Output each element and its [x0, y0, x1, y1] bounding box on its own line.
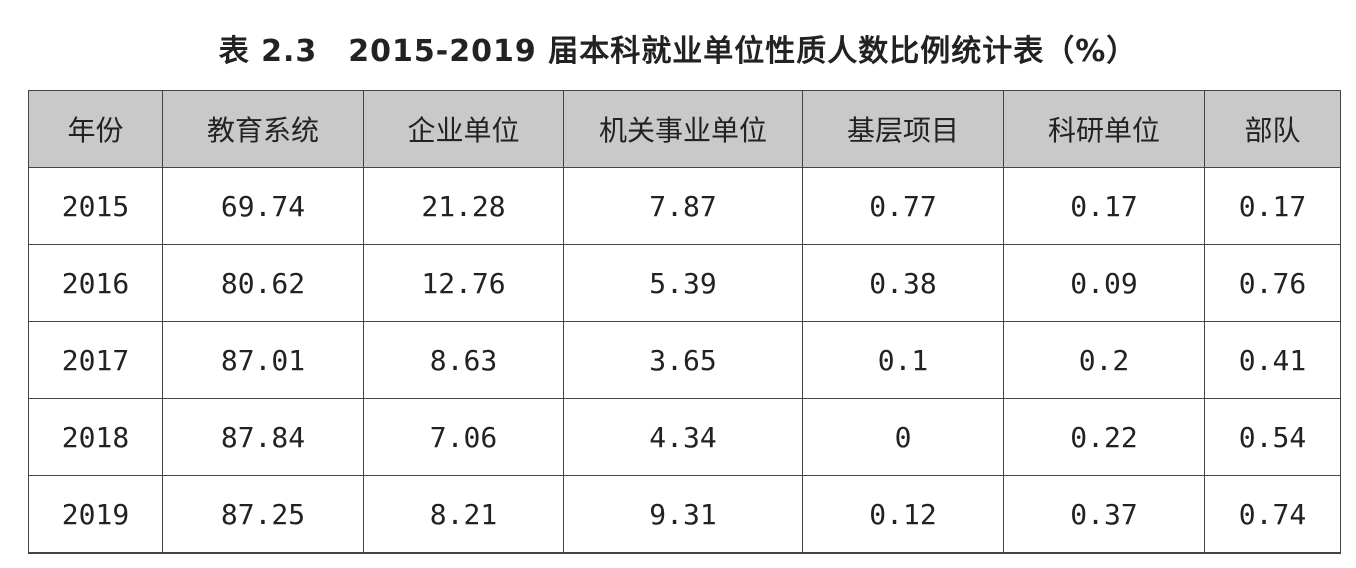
table-title: 表 2.3 2015-2019 届本科就业单位性质人数比例统计表（%）: [218, 34, 1138, 69]
table-row: 2017 87.01 8.63 3.65 0.1 0.2 0.41: [28, 321, 1341, 399]
table-row: 2019 87.25 8.21 9.31 0.12 0.37 0.74: [28, 475, 1341, 554]
value-cell: 9.31: [563, 475, 803, 554]
value-cell: 0.2: [1003, 321, 1205, 399]
value-cell: 0.77: [802, 167, 1004, 245]
value-cell: 7.87: [563, 167, 803, 245]
table-row: 2018 87.84 7.06 4.34 0 0.22 0.54: [28, 398, 1341, 476]
value-cell: 0.76: [1204, 244, 1341, 322]
value-cell: 3.65: [563, 321, 803, 399]
value-cell: 0.1: [802, 321, 1004, 399]
table-row: 2016 80.62 12.76 5.39 0.38 0.09 0.76: [28, 244, 1341, 322]
value-cell: 87.01: [162, 321, 364, 399]
value-cell: 0.17: [1003, 167, 1205, 245]
value-cell: 0.54: [1204, 398, 1341, 476]
header-row: 年份 教育系统 企业单位 机关事业单位 基层项目 科研单位 部队: [28, 90, 1341, 168]
value-cell: 8.63: [363, 321, 564, 399]
value-cell: 4.34: [563, 398, 803, 476]
table-body: 2015 69.74 21.28 7.87 0.77 0.17 0.17 2016 80.62 1…: [28, 167, 1341, 554]
value-cell: 12.76: [363, 244, 564, 322]
value-cell: 0.38: [802, 244, 1004, 322]
year-cell: 2015: [28, 167, 163, 245]
value-cell: 0.22: [1003, 398, 1205, 476]
year-cell: 2018: [28, 398, 163, 476]
column-header: 基层项目: [802, 90, 1004, 168]
column-header: 年份: [28, 90, 163, 168]
value-cell: 7.06: [363, 398, 564, 476]
value-cell: 0: [802, 398, 1004, 476]
value-cell: 0.17: [1204, 167, 1341, 245]
value-cell: 0.37: [1003, 475, 1205, 554]
data-table: 年份 教育系统 企业单位 机关事业单位 基层项目 科研单位 部队 2015 69.74 21.2…: [28, 90, 1341, 554]
column-header: 机关事业单位: [563, 90, 803, 168]
column-header: 科研单位: [1003, 90, 1205, 168]
value-cell: 21.28: [363, 167, 564, 245]
year-cell: 2016: [28, 244, 163, 322]
value-cell: 0.41: [1204, 321, 1341, 399]
value-cell: 87.84: [162, 398, 364, 476]
year-cell: 2019: [28, 475, 163, 554]
column-header: 部队: [1204, 90, 1341, 168]
column-header: 企业单位: [363, 90, 564, 168]
value-cell: 5.39: [563, 244, 803, 322]
value-cell: 8.21: [363, 475, 564, 554]
value-cell: 0.12: [802, 475, 1004, 554]
value-cell: 87.25: [162, 475, 364, 554]
value-cell: 0.09: [1003, 244, 1205, 322]
column-header: 教育系统: [162, 90, 364, 168]
value-cell: 80.62: [162, 244, 364, 322]
table-row: 2015 69.74 21.28 7.87 0.77 0.17 0.17: [28, 167, 1341, 245]
value-cell: 0.74: [1204, 475, 1341, 554]
value-cell: 69.74: [162, 167, 364, 245]
year-cell: 2017: [28, 321, 163, 399]
